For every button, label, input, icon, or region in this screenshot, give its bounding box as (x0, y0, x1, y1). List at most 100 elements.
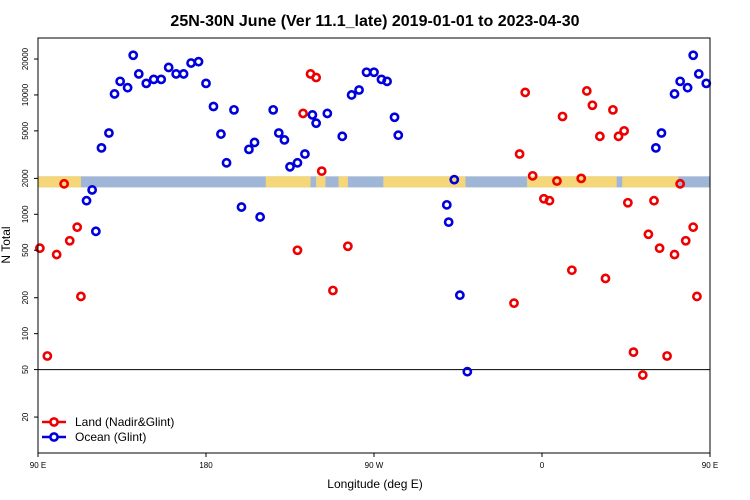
legend-label-land: Land (Nadir&Glint) (75, 415, 174, 429)
ocean-point (454, 290, 465, 301)
ocean-point (163, 62, 174, 73)
land-point (680, 235, 691, 246)
x-tick-label: 0 (540, 461, 545, 470)
land-point (628, 347, 639, 358)
land-point (692, 291, 702, 302)
ocean-point (441, 199, 452, 210)
x-tick-label: 180 (199, 461, 213, 470)
land-point (76, 291, 86, 302)
band-land-segment (265, 176, 311, 188)
land-point (600, 273, 611, 284)
ocean-point (87, 185, 98, 195)
y-tick-label: 20000 (21, 47, 30, 70)
ocean-point (96, 143, 107, 153)
legend-label-ocean: Ocean (Glint) (75, 430, 146, 444)
land-point (72, 222, 83, 233)
ocean-point (311, 118, 322, 129)
band-land-segment (38, 176, 81, 188)
band-land-segment (622, 176, 679, 188)
ocean-point (171, 69, 182, 79)
ocean-point (128, 50, 139, 61)
ocean-point (148, 74, 159, 85)
ocean-point (279, 135, 290, 145)
ocean-point (273, 128, 284, 138)
data-points (34, 50, 712, 380)
x-tick-label: 90 E (30, 461, 46, 470)
land-point (292, 245, 303, 256)
ocean-point (322, 108, 333, 119)
land-point (581, 86, 592, 96)
ocean-point (382, 76, 392, 87)
legend: Land (Nadir&Glint) Ocean (Glint) (42, 415, 174, 444)
land-point (34, 243, 45, 254)
legend-entry-land: Land (Nadir&Glint) (42, 415, 174, 429)
y-tick-label: 10000 (21, 83, 30, 106)
ocean-point (389, 112, 400, 123)
land-point (51, 249, 62, 260)
land-point (514, 149, 525, 159)
ocean-point (81, 195, 92, 206)
ocean-point (109, 89, 120, 99)
land-point (328, 285, 338, 296)
ocean-point (193, 56, 204, 67)
ocean-point (300, 149, 310, 159)
land-point (311, 72, 322, 83)
land-point (509, 298, 519, 309)
x-tick-label: 90 E (702, 461, 718, 470)
ocean-point (393, 130, 404, 141)
land-point (566, 265, 577, 276)
ocean-point (122, 82, 133, 93)
x-axis-label: Longitude (deg E) (327, 477, 422, 491)
band-land-segment (338, 176, 348, 188)
ocean-point (361, 67, 372, 78)
ocean-point (656, 128, 667, 138)
land-point (544, 195, 555, 206)
ocean-point (292, 157, 303, 168)
ocean-point (268, 104, 279, 115)
plot-frame (37, 37, 711, 454)
land-point (59, 178, 70, 189)
band-land-segment (383, 176, 466, 188)
y-tick-label: 200 (21, 291, 30, 305)
y-tick-label: 20 (21, 412, 30, 421)
land-point (643, 229, 654, 240)
ocean-point (141, 78, 152, 89)
ocean-point (236, 202, 247, 212)
ocean-point (133, 69, 144, 79)
band-land-segment (316, 176, 326, 188)
land-point (42, 351, 53, 361)
ocean-point (249, 137, 260, 148)
land-point (576, 173, 587, 184)
land-ocean-band (38, 176, 710, 188)
ocean-point (669, 89, 680, 99)
ocean-point (462, 366, 473, 377)
land-point (520, 87, 531, 98)
land-point (613, 131, 624, 142)
y-axis-label: N Total (0, 226, 13, 263)
ocean-point (156, 74, 167, 85)
ocean-point (221, 157, 232, 168)
land-point (64, 235, 75, 246)
ocean-point (701, 78, 712, 89)
ocean-point (201, 78, 211, 89)
land-point (688, 222, 699, 233)
ocean-point (90, 226, 101, 237)
legend-entry-ocean: Ocean (Glint) (42, 430, 146, 444)
land-point (316, 166, 327, 177)
land-point (298, 108, 308, 119)
ocean-point (337, 131, 348, 142)
legend-marker-ocean (49, 432, 59, 442)
land-point (662, 351, 672, 361)
y-tick-label: 1000 (21, 205, 30, 223)
y-tick-label: 100 (21, 326, 30, 340)
axis-ticks: 90 E 180 90 W 0 90 E 20 50 100 200 500 1000 2000 500… (21, 47, 718, 470)
y-tick-label: 5000 (21, 121, 30, 139)
ocean-point (178, 69, 189, 79)
land-point (552, 176, 562, 186)
land-point (619, 125, 630, 136)
land-point (527, 170, 538, 181)
land-point (608, 104, 618, 115)
land-point (637, 370, 648, 380)
ocean-point (186, 58, 196, 68)
